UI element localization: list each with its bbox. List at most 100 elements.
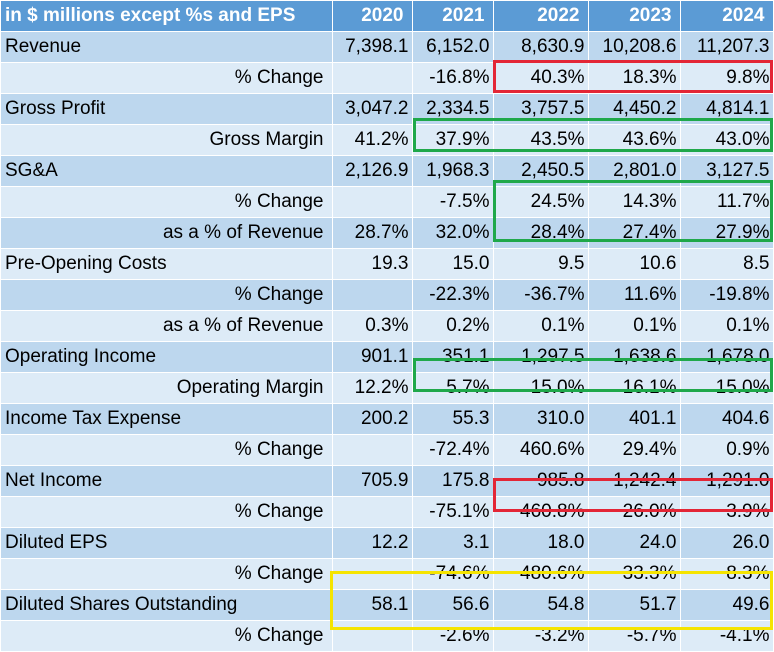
value-cell: 10.6 [588,248,681,280]
value-cell: 15.0 [412,248,494,280]
value-cell: 11,207.3 [680,31,774,63]
value-cell: 3,127.5 [680,155,774,187]
row-label: Operating Income [1,341,333,373]
row-label: SG&A [1,155,333,187]
row-label: % Change [1,620,333,652]
value-cell: 26.0 [680,527,774,559]
value-cell: 29.4% [588,434,681,466]
value-cell: 310.0 [493,403,589,435]
value-cell: 16.1% [588,372,681,404]
table-row: Operating Income 901.1 351.1 1,297.5 1,638.6… [1,341,774,373]
value-cell: 0.9% [680,434,774,466]
row-label: Pre-Opening Costs [1,248,333,280]
value-cell: 27.4% [588,217,681,249]
table-row: Operating Margin 12.2% 5.7% 15.0% 16.1% 15.0% [1,372,774,404]
table-row: Gross Profit 3,047.2 2,334.5 3,757.5 4,450.2… [1,93,774,125]
value-cell [332,496,413,528]
value-cell: 37.9% [412,124,494,156]
value-cell: 200.2 [332,403,413,435]
value-cell: 4,450.2 [588,93,681,125]
value-cell: 901.1 [332,341,413,373]
value-cell: 460.6% [493,434,589,466]
value-cell [332,434,413,466]
row-label: Gross Margin [1,124,333,156]
table-row: SG&A 2,126.9 1,968.3 2,450.5 2,801.0 3,127.5 [1,155,774,187]
value-cell: 33.3% [588,558,681,590]
row-label: Income Tax Expense [1,403,333,435]
value-cell: 3,757.5 [493,93,589,125]
value-cell: 56.6 [412,589,494,621]
year-header: 2021 [412,1,494,32]
value-cell: 401.1 [588,403,681,435]
row-label: % Change [1,279,333,311]
value-cell: 6,152.0 [412,31,494,63]
row-label: as a % of Revenue [1,217,333,249]
table-row: Gross Margin 41.2% 37.9% 43.5% 43.6% 43.0% [1,124,774,156]
value-cell: 41.2% [332,124,413,156]
row-label: % Change [1,62,333,94]
value-cell: 12.2 [332,527,413,559]
value-cell [332,558,413,590]
table-row: % Change -22.3% -36.7% 11.6% -19.8% [1,279,774,311]
value-cell: 404.6 [680,403,774,435]
value-cell [332,62,413,94]
value-cell: -3.2% [493,620,589,652]
value-cell: 0.1% [588,310,681,342]
value-cell: 1,678.0 [680,341,774,373]
table-row: % Change -16.8% 40.3% 18.3% 9.8% [1,62,774,94]
value-cell: 10,208.6 [588,31,681,63]
value-cell: 28.7% [332,217,413,249]
value-cell: 40.3% [493,62,589,94]
value-cell: 460.8% [493,496,589,528]
value-cell: 27.9% [680,217,774,249]
value-cell: 15.0% [680,372,774,404]
table-row: Income Tax Expense 200.2 55.3 310.0 401.1 404… [1,403,774,435]
value-cell: 4,814.1 [680,93,774,125]
row-label: Diluted EPS [1,527,333,559]
value-cell: -19.8% [680,279,774,311]
row-label: Gross Profit [1,93,333,125]
value-cell: 0.2% [412,310,494,342]
value-cell: 11.7% [680,186,774,218]
value-cell: 51.7 [588,589,681,621]
year-header: 2024 [680,1,774,32]
value-cell: 480.6% [493,558,589,590]
value-cell: 1,638.6 [588,341,681,373]
value-cell: -74.6% [412,558,494,590]
value-cell [332,186,413,218]
value-cell [332,279,413,311]
row-label: Diluted Shares Outstanding [1,589,333,621]
value-cell: 8,630.9 [493,31,589,63]
value-cell: 705.9 [332,465,413,497]
units-header: in $ millions except %s and EPS [1,1,333,32]
value-cell: -16.8% [412,62,494,94]
value-cell: 2,801.0 [588,155,681,187]
table-row: % Change -72.4% 460.6% 29.4% 0.9% [1,434,774,466]
table-row: as a % of Revenue 0.3% 0.2% 0.1% 0.1% 0.1% [1,310,774,342]
value-cell [332,620,413,652]
value-cell: 49.6 [680,589,774,621]
value-cell: 55.3 [412,403,494,435]
value-cell: 14.3% [588,186,681,218]
value-cell: 985.8 [493,465,589,497]
value-cell: 15.0% [493,372,589,404]
table-row: Net Income 705.9 175.8 985.8 1,242.4 1,291.0 [1,465,774,497]
year-header: 2023 [588,1,681,32]
row-label: Operating Margin [1,372,333,404]
row-label: % Change [1,186,333,218]
row-label: % Change [1,434,333,466]
value-cell: 3.1 [412,527,494,559]
value-cell: 43.0% [680,124,774,156]
value-cell: 3,047.2 [332,93,413,125]
value-cell: 1,242.4 [588,465,681,497]
value-cell: 175.8 [412,465,494,497]
value-cell: 19.3 [332,248,413,280]
table-row: % Change -2.6% -3.2% -5.7% -4.1% [1,620,774,652]
table-row: Diluted EPS 12.2 3.1 18.0 24.0 26.0 [1,527,774,559]
value-cell: -36.7% [493,279,589,311]
value-cell: -72.4% [412,434,494,466]
table-row: Revenue 7,398.1 6,152.0 8,630.9 10,208.6 11,2… [1,31,774,63]
table-row: as a % of Revenue 28.7% 32.0% 28.4% 27.4% 27.… [1,217,774,249]
table-row: % Change -74.6% 480.6% 33.3% 8.3% [1,558,774,590]
value-cell: 18.3% [588,62,681,94]
